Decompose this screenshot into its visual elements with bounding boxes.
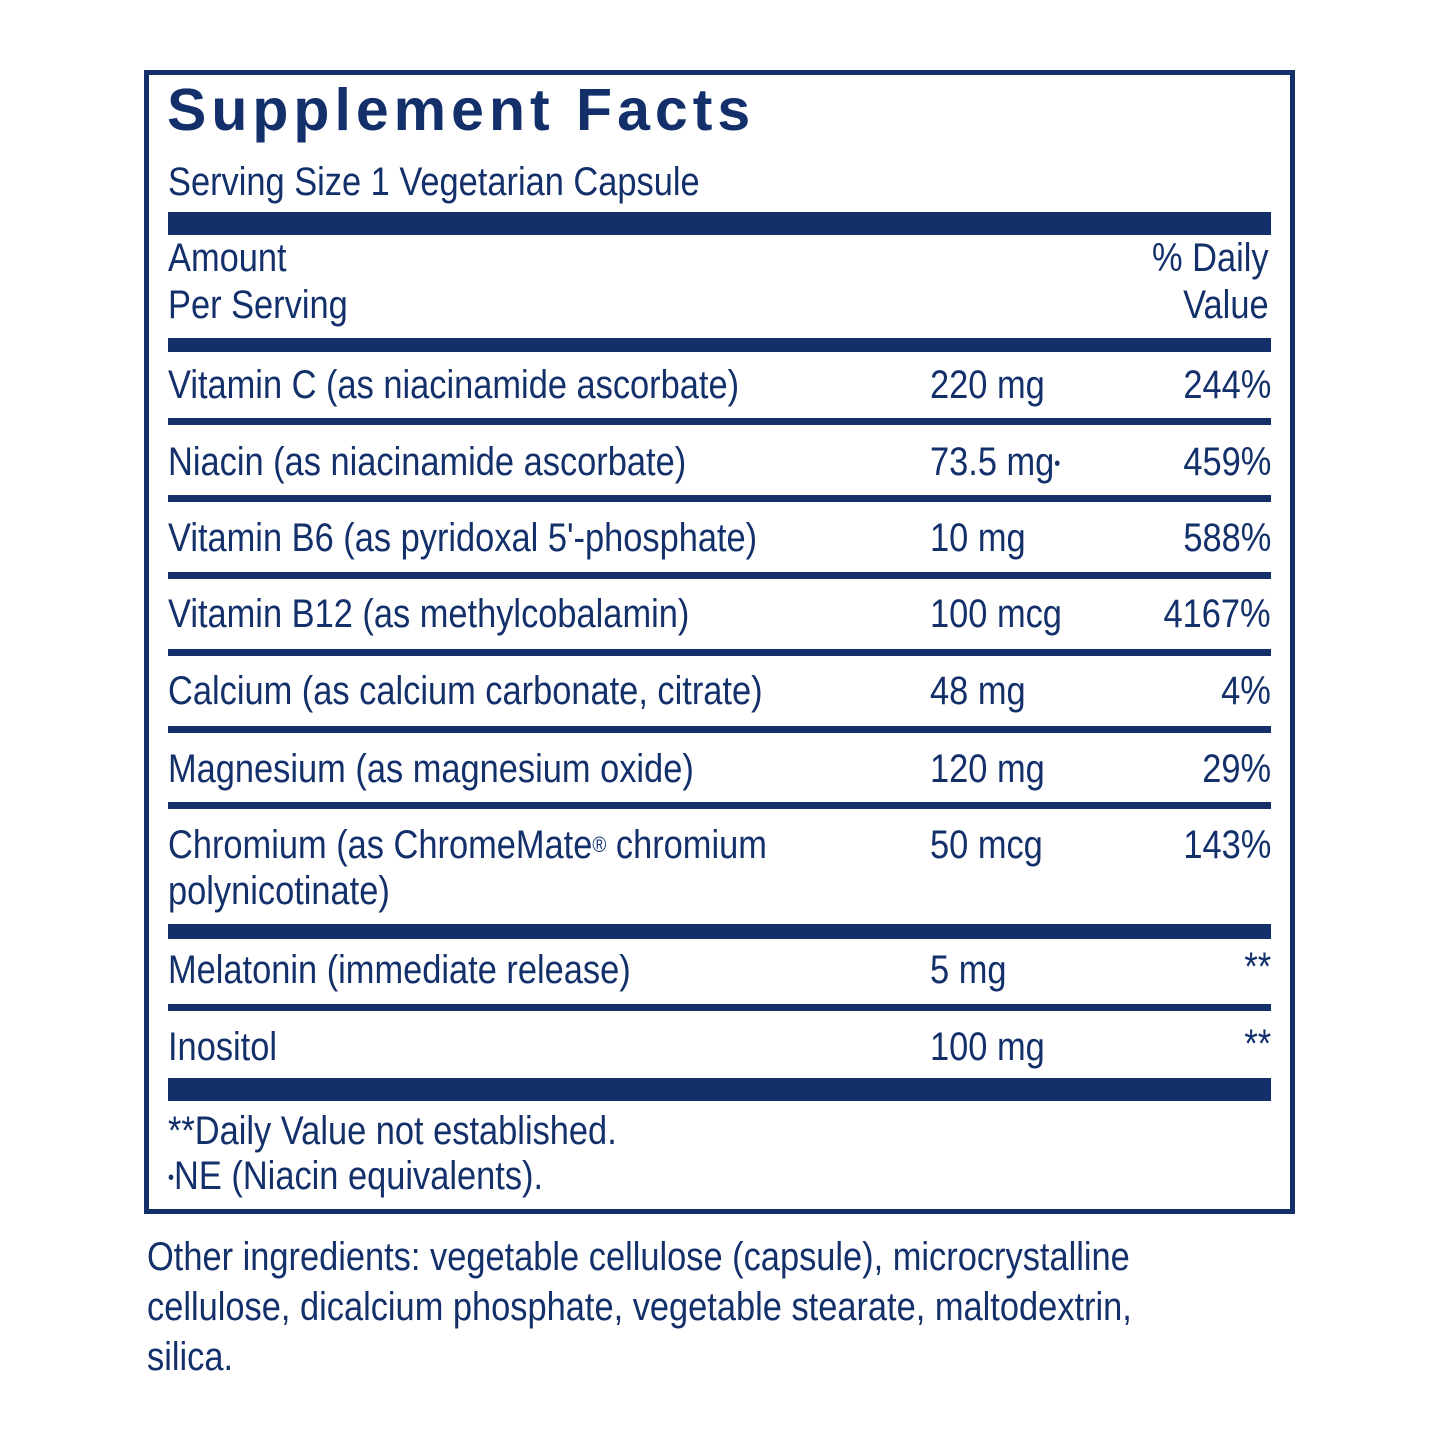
supplement-facts-panel: [144, 70, 1295, 1214]
other-ingredients-line3: silica.: [147, 1335, 234, 1379]
row-divider: [168, 1004, 1271, 1011]
nutrient-amount: 100 mcg: [930, 592, 1062, 636]
nutrient-daily-value: 4%: [1221, 669, 1271, 713]
amount-header-line2: Per Serving: [168, 283, 348, 327]
nutrient-name: Chromium (as ChromeMate® chromium polyni…: [168, 822, 767, 914]
row-divider: [168, 802, 1271, 809]
nutrient-amount: 48 mg: [930, 669, 1026, 713]
serving-size: Serving Size 1 Vegetarian Capsule: [168, 160, 700, 204]
row-divider: [168, 726, 1271, 733]
nutrient-amount: 73.5 mg•: [930, 439, 1060, 485]
nutrient-name: Melatonin (immediate release): [168, 948, 631, 992]
nutrient-name: Vitamin B6 (as pyridoxal 5'-phosphate): [168, 516, 758, 560]
nutrient-name: Vitamin C (as niacinamide ascorbate): [168, 363, 740, 407]
footnote-daily-value: **Daily Value not established.: [168, 1109, 617, 1153]
other-ingredients: Other ingredients: vegetable cellulose (…: [147, 1232, 1299, 1382]
other-ingredients-line1: Other ingredients: vegetable cellulose (…: [147, 1235, 1130, 1279]
nutrient-daily-value: 588%: [1183, 516, 1271, 560]
chromium-name-part2: chromium: [606, 823, 767, 867]
nutrient-name: Vitamin B12 (as methylcobalamin): [168, 592, 690, 636]
amount-value: 73.5 mg: [930, 440, 1055, 484]
nutrient-amount: 100 mg: [930, 1025, 1045, 1069]
nutrient-amount: 120 mg: [930, 747, 1045, 791]
amount-header-line1: Amount: [168, 236, 287, 280]
nutrient-name: Niacin (as niacinamide ascorbate): [168, 440, 687, 484]
medium-divider-section: [168, 924, 1271, 939]
registered-mark: ®: [592, 832, 607, 857]
nutrient-amount: 5 mg: [930, 948, 1007, 992]
nutrient-daily-value: 29%: [1202, 747, 1271, 791]
nutrient-name: Magnesium (as magnesium oxide): [168, 747, 694, 791]
footnote-niacin-equivalents: •NE (Niacin equivalents).: [168, 1153, 543, 1199]
nutrient-amount: 50 mcg: [930, 823, 1043, 867]
chromium-name-line1: Chromium (as ChromeMate® chromium: [168, 822, 767, 868]
chromium-name-line2: polynicotinate): [168, 869, 390, 913]
nutrient-daily-value: **: [1244, 1022, 1271, 1066]
dv-header-line1: % Daily: [1152, 236, 1269, 280]
panel-title: Supplement Facts: [167, 77, 756, 143]
nutrient-amount: 10 mg: [930, 516, 1026, 560]
row-divider: [168, 418, 1271, 425]
row-divider: [168, 572, 1271, 579]
nutrient-amount: 220 mg: [930, 363, 1045, 407]
nutrient-daily-value: 244%: [1183, 363, 1271, 407]
ne-footnote-text: NE (Niacin equivalents).: [174, 1154, 544, 1198]
nutrient-daily-value: 4167%: [1163, 592, 1271, 636]
other-ingredients-line2: cellulose, dicalcium phosphate, vegetabl…: [147, 1285, 1132, 1329]
dv-header-line2: Value: [1183, 283, 1269, 327]
nutrient-daily-value: 459%: [1183, 440, 1271, 484]
amount-per-serving-header: Amount Per Serving: [168, 235, 348, 329]
nutrient-name: Inositol: [168, 1025, 278, 1069]
row-divider: [168, 649, 1271, 656]
thick-divider-top: [168, 212, 1271, 235]
ne-footnote-marker: •: [168, 1167, 175, 1189]
row-divider: [168, 495, 1271, 502]
chromium-name-part1: Chromium (as ChromeMate: [168, 823, 593, 867]
thick-divider-bottom: [168, 1078, 1271, 1101]
medium-divider-header: [168, 338, 1271, 352]
nutrient-name: Calcium (as calcium carbonate, citrate): [168, 669, 763, 713]
daily-value-header: % Daily Value: [1152, 235, 1269, 329]
ne-marker: •: [1054, 453, 1061, 475]
nutrient-daily-value: 143%: [1183, 823, 1271, 867]
nutrient-daily-value: **: [1244, 945, 1271, 989]
